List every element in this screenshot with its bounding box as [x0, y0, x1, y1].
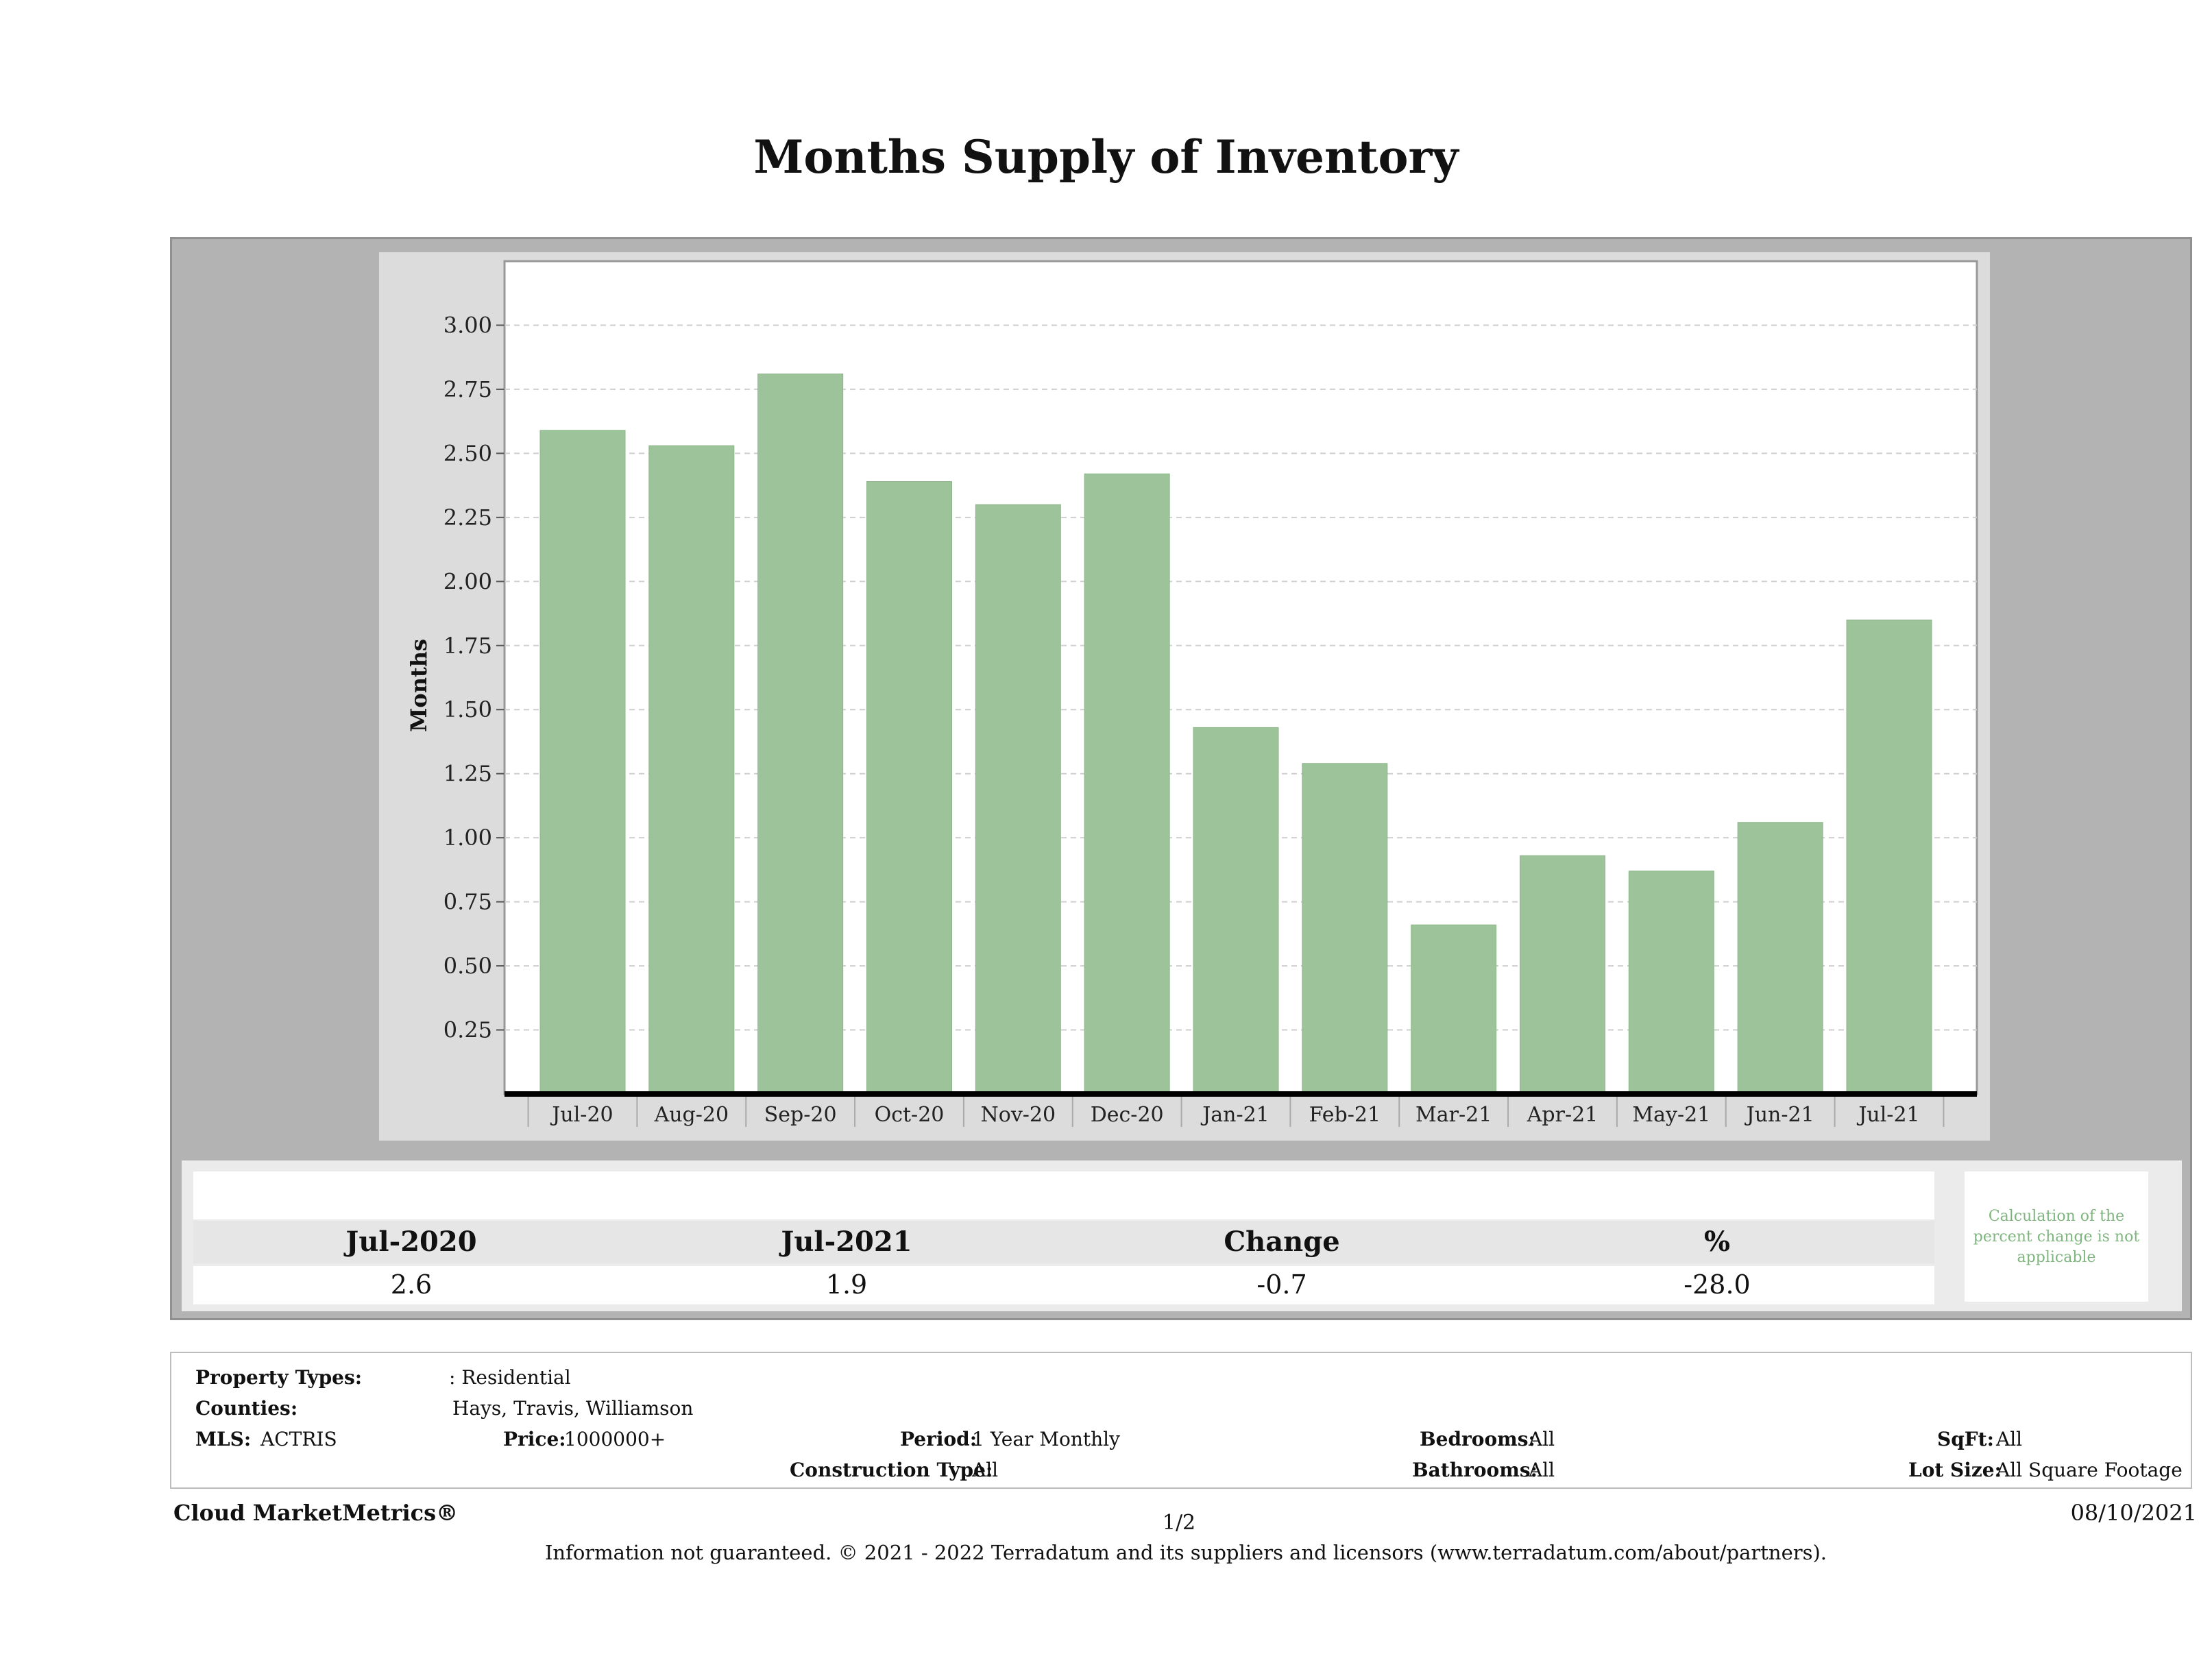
- lot-size-value: All Square Footage: [1996, 1459, 2183, 1481]
- x-tick-label: Jun-21: [1745, 1103, 1814, 1127]
- x-tick-label: Mar-21: [1415, 1103, 1492, 1127]
- x-tick-label: Sep-20: [764, 1103, 837, 1127]
- y-tick-label: 1.25: [443, 761, 492, 787]
- period-value: 1 Year Monthly: [972, 1428, 1120, 1450]
- bar-jun-21: [1737, 822, 1823, 1095]
- stat-value-percent: -28.0: [1684, 1269, 1751, 1300]
- y-tick-label: 1.75: [443, 633, 492, 659]
- sqft-value: All: [1996, 1428, 2023, 1450]
- y-tick-label: 0.50: [443, 953, 492, 979]
- y-tick-label: 0.75: [443, 889, 492, 915]
- property-types-value: : Residential: [449, 1366, 571, 1389]
- bar-dec-20: [1084, 473, 1170, 1095]
- bars: [539, 373, 1932, 1095]
- percent-note-box: [1965, 1171, 2148, 1302]
- bar-aug-20: [648, 445, 735, 1095]
- stat-value-start: 2.6: [390, 1269, 433, 1300]
- y-tick-label: 0.25: [443, 1017, 492, 1043]
- bar-jul-20: [539, 430, 626, 1095]
- bathrooms-value: All: [1529, 1459, 1555, 1481]
- page-number: 1/2: [1162, 1511, 1196, 1535]
- property-types-label: Property Types:: [195, 1366, 363, 1389]
- y-tick-label: 1.50: [443, 696, 492, 722]
- y-tick-label: 2.00: [443, 568, 492, 594]
- x-tick-label: Dec-20: [1091, 1103, 1164, 1127]
- stat-header-end: Jul-2021: [781, 1226, 912, 1258]
- construction-type-label: Construction Type:: [790, 1459, 993, 1481]
- x-tick-label: Jan-21: [1200, 1103, 1269, 1127]
- x-tick-label: Feb-21: [1309, 1103, 1381, 1127]
- x-tick-label: May-21: [1632, 1103, 1710, 1127]
- brand-name: Cloud MarketMetrics®: [173, 1500, 459, 1526]
- y-tick-label: 2.75: [443, 376, 492, 402]
- mls-label: MLS:: [195, 1428, 252, 1450]
- y-tick-label: 2.50: [443, 440, 492, 466]
- y-tick-label: 1.00: [443, 825, 492, 851]
- price-label: Price:: [503, 1428, 566, 1450]
- x-tick-label: Aug-20: [654, 1103, 729, 1127]
- stat-value-end: 1.9: [825, 1269, 868, 1300]
- x-tick-label: Nov-20: [981, 1103, 1056, 1127]
- x-tick-label: Oct-20: [875, 1103, 945, 1127]
- report-date: 08/10/2021: [2070, 1500, 2197, 1526]
- stat-header-change: Change: [1224, 1226, 1340, 1258]
- y-axis-ticks: 0.25 0.50 0.75 1.00 1.25 1.50 1.75 2.00 2.25 2.50…: [443, 312, 505, 1043]
- bar-jan-21: [1193, 727, 1279, 1095]
- bar-may-21: [1628, 871, 1714, 1095]
- y-axis-label: Months: [406, 639, 432, 732]
- bar-apr-21: [1520, 855, 1605, 1095]
- percent-note-text: Calculation of the percent change is not…: [1973, 1208, 2140, 1266]
- gridlines: [505, 324, 1977, 1031]
- sqft-label: SqFt:: [1937, 1428, 1994, 1450]
- stat-header-percent: %: [1703, 1226, 1730, 1258]
- mls-value: ACTRIS: [260, 1428, 337, 1450]
- bedrooms-value: All: [1529, 1428, 1555, 1450]
- bathrooms-label: Bathrooms:: [1412, 1459, 1538, 1481]
- stats-value-row: [193, 1266, 1934, 1304]
- bar-feb-21: [1302, 763, 1388, 1095]
- filters-panel: [170, 1352, 2192, 1489]
- bar-mar-21: [1411, 924, 1497, 1095]
- lot-size-label: Lot Size:: [1908, 1459, 2002, 1481]
- x-tick-label: Jul-20: [550, 1103, 613, 1127]
- price-value: 1000000+: [564, 1428, 666, 1450]
- x-tick-label: Jul-21: [1856, 1103, 1919, 1127]
- bar-nov-20: [975, 504, 1061, 1095]
- page-title: Months Supply of Inventory: [753, 130, 1459, 184]
- x-axis-ticks: Jul-20 Aug-20 Sep-20 Oct-20 Nov-20 Dec-20 Jan-…: [527, 1097, 1945, 1127]
- stat-value-change: -0.7: [1256, 1269, 1307, 1300]
- bedrooms-label: Bedrooms:: [1420, 1428, 1535, 1450]
- period-label: Period:: [900, 1428, 977, 1450]
- stats-blank-row: [193, 1171, 1934, 1219]
- stat-header-start: Jul-2020: [345, 1226, 477, 1258]
- bar-jul-21: [1846, 619, 1932, 1095]
- counties-value: Hays, Travis, Williamson: [452, 1397, 694, 1420]
- bar-sep-20: [757, 373, 844, 1095]
- y-tick-label: 2.25: [443, 504, 492, 531]
- bar-chart: 0.25 0.50 0.75 1.00 1.25 1.50 1.75 2.00 2.25 2.50…: [406, 260, 1978, 1127]
- construction-type-value: All: [972, 1459, 999, 1481]
- x-tick-label: Apr-21: [1527, 1103, 1599, 1127]
- disclaimer: Information not guaranteed. © 2021 - 202…: [544, 1541, 1827, 1564]
- stats-header-row: [193, 1221, 1934, 1263]
- y-tick-label: 3.00: [443, 312, 492, 338]
- bar-oct-20: [866, 481, 952, 1095]
- counties-label: Counties:: [195, 1397, 298, 1420]
